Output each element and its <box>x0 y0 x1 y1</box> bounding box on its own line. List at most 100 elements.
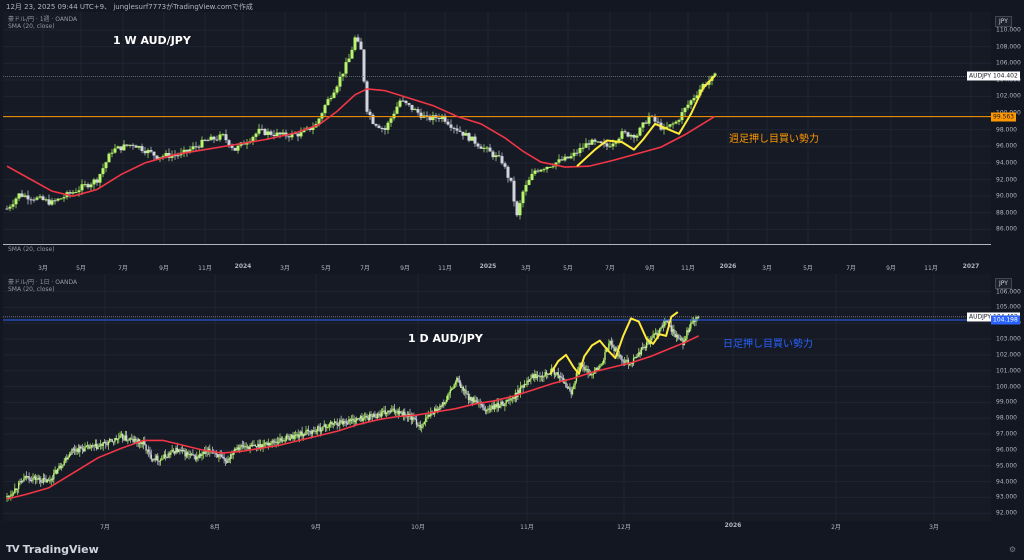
weekly-chart-panel[interactable]: 豪ドル/円 · 1週 · OANDA SMA (20, close) 1 W A… <box>3 12 991 244</box>
candle-bar <box>569 152 573 160</box>
candle-bar <box>541 371 544 382</box>
candle-bar <box>687 327 689 336</box>
candle-bar <box>237 444 240 452</box>
candle-bar <box>380 126 384 133</box>
candle-bar <box>443 113 447 124</box>
daily-price-axis[interactable]: JPY 92.000 93.000 94.000 95.000 96.000 97.000… <box>967 274 1024 527</box>
daily-chart-panel[interactable]: 豪ドル/円 · 1日 · OANDA SMA (20, close) 1 D A… <box>3 274 991 527</box>
candle-bar <box>392 405 394 412</box>
highlight-trend-curve <box>549 311 679 375</box>
candle-bar <box>280 436 282 443</box>
candle-bar <box>408 411 410 422</box>
weekly-chart-plot[interactable] <box>3 12 991 244</box>
candle-bar <box>266 128 270 141</box>
candle-bar <box>96 439 98 451</box>
candle-bar <box>326 424 328 432</box>
candle-bar <box>404 408 406 421</box>
candle-bar <box>51 475 54 483</box>
candle-bar <box>250 442 253 447</box>
candle-bar <box>527 176 531 186</box>
settings-gear-icon[interactable]: ⚙ <box>1008 545 1016 554</box>
daily-time-axis[interactable]: 7月 8月 9月 10月 11月 12月 2026 2月 3月 <box>3 521 991 531</box>
candle-bar <box>148 445 150 457</box>
candle-bar <box>531 372 533 379</box>
candle-bar <box>506 165 510 183</box>
candle-bar <box>29 197 33 205</box>
candle-bar <box>454 380 457 388</box>
candle-bar <box>296 131 300 142</box>
candle-bar <box>331 421 333 428</box>
candle-bar <box>301 426 303 440</box>
candle-bar <box>357 418 359 421</box>
candle-bar <box>167 451 169 459</box>
candle-bar <box>44 473 46 483</box>
candle-bar <box>341 418 344 426</box>
candle-bar <box>55 469 58 475</box>
candle-bar <box>107 440 110 450</box>
candle-bar <box>259 439 262 452</box>
candle-bar <box>410 412 412 425</box>
candle-bar <box>98 443 100 447</box>
candle-bar <box>367 414 370 423</box>
candle-bar <box>489 405 492 413</box>
candle-bar <box>452 386 454 390</box>
candle-bar <box>453 383 455 390</box>
candle-bar <box>393 404 396 415</box>
candle-bar <box>262 439 264 453</box>
candle-bar <box>311 429 314 438</box>
candle-bar <box>184 448 186 461</box>
candle-bar <box>422 422 424 429</box>
candle-bar <box>557 367 559 379</box>
candle-bar <box>512 176 516 207</box>
candle-bar <box>10 490 12 501</box>
candle-bar <box>11 199 15 210</box>
candle-bar <box>90 444 93 451</box>
candle-bar <box>385 411 388 418</box>
candle-bar <box>673 324 675 337</box>
candle-bar <box>356 416 358 426</box>
candle-bar <box>666 320 669 324</box>
candle-bar <box>530 168 534 181</box>
candle-bar <box>346 420 349 426</box>
candle-bar <box>419 420 422 431</box>
y-tick-label: 99.000 <box>996 398 1017 406</box>
candle-bar <box>593 138 597 146</box>
candle-bar <box>683 107 687 117</box>
x-tick-label: 2月 <box>831 524 841 531</box>
candle-bar <box>159 458 162 466</box>
candle-bar <box>523 380 526 388</box>
candle-bar <box>395 409 397 417</box>
candle-bar <box>246 444 249 450</box>
candle-bar <box>38 194 42 199</box>
candle-bar <box>485 145 489 153</box>
candle-bar <box>354 417 357 425</box>
candle-bar <box>47 477 50 482</box>
candle-bar <box>115 435 117 441</box>
candle-bar <box>168 451 171 459</box>
candle-bar <box>131 143 135 150</box>
weekly-price-axis[interactable]: JPY 86.000 88.000 90.000 92.000 94.000 96.000… <box>967 12 1024 262</box>
candle-bar <box>538 374 540 377</box>
x-tick-label: 9月 <box>645 265 655 272</box>
x-tick-label: 2027 <box>962 263 980 270</box>
candle-bar <box>428 414 431 418</box>
candle-bar <box>572 149 576 161</box>
candle-bar <box>557 154 561 165</box>
candle-bar <box>276 436 279 446</box>
candle-bar <box>16 488 19 495</box>
candle-bar <box>24 475 26 481</box>
candle-bar <box>68 189 72 198</box>
candle-bar <box>443 399 445 409</box>
candle-bar <box>79 444 81 457</box>
candle-bar <box>57 467 59 474</box>
candle-bar <box>417 422 419 428</box>
candle-bar <box>508 397 510 404</box>
candle-bar <box>103 439 106 444</box>
daily-chart-plot[interactable] <box>3 274 991 527</box>
weekly-time-axis[interactable]: 3月 5月 7月 9月 11月 2024 3月 5月 7月 9月 11月 2025 3月 5月 7月 9月 11… <box>3 262 991 272</box>
candle-bar <box>601 361 604 366</box>
candle-bar <box>146 449 149 455</box>
candle-bar <box>101 442 103 450</box>
candle-bar <box>350 46 354 59</box>
candle-bar <box>287 433 289 440</box>
